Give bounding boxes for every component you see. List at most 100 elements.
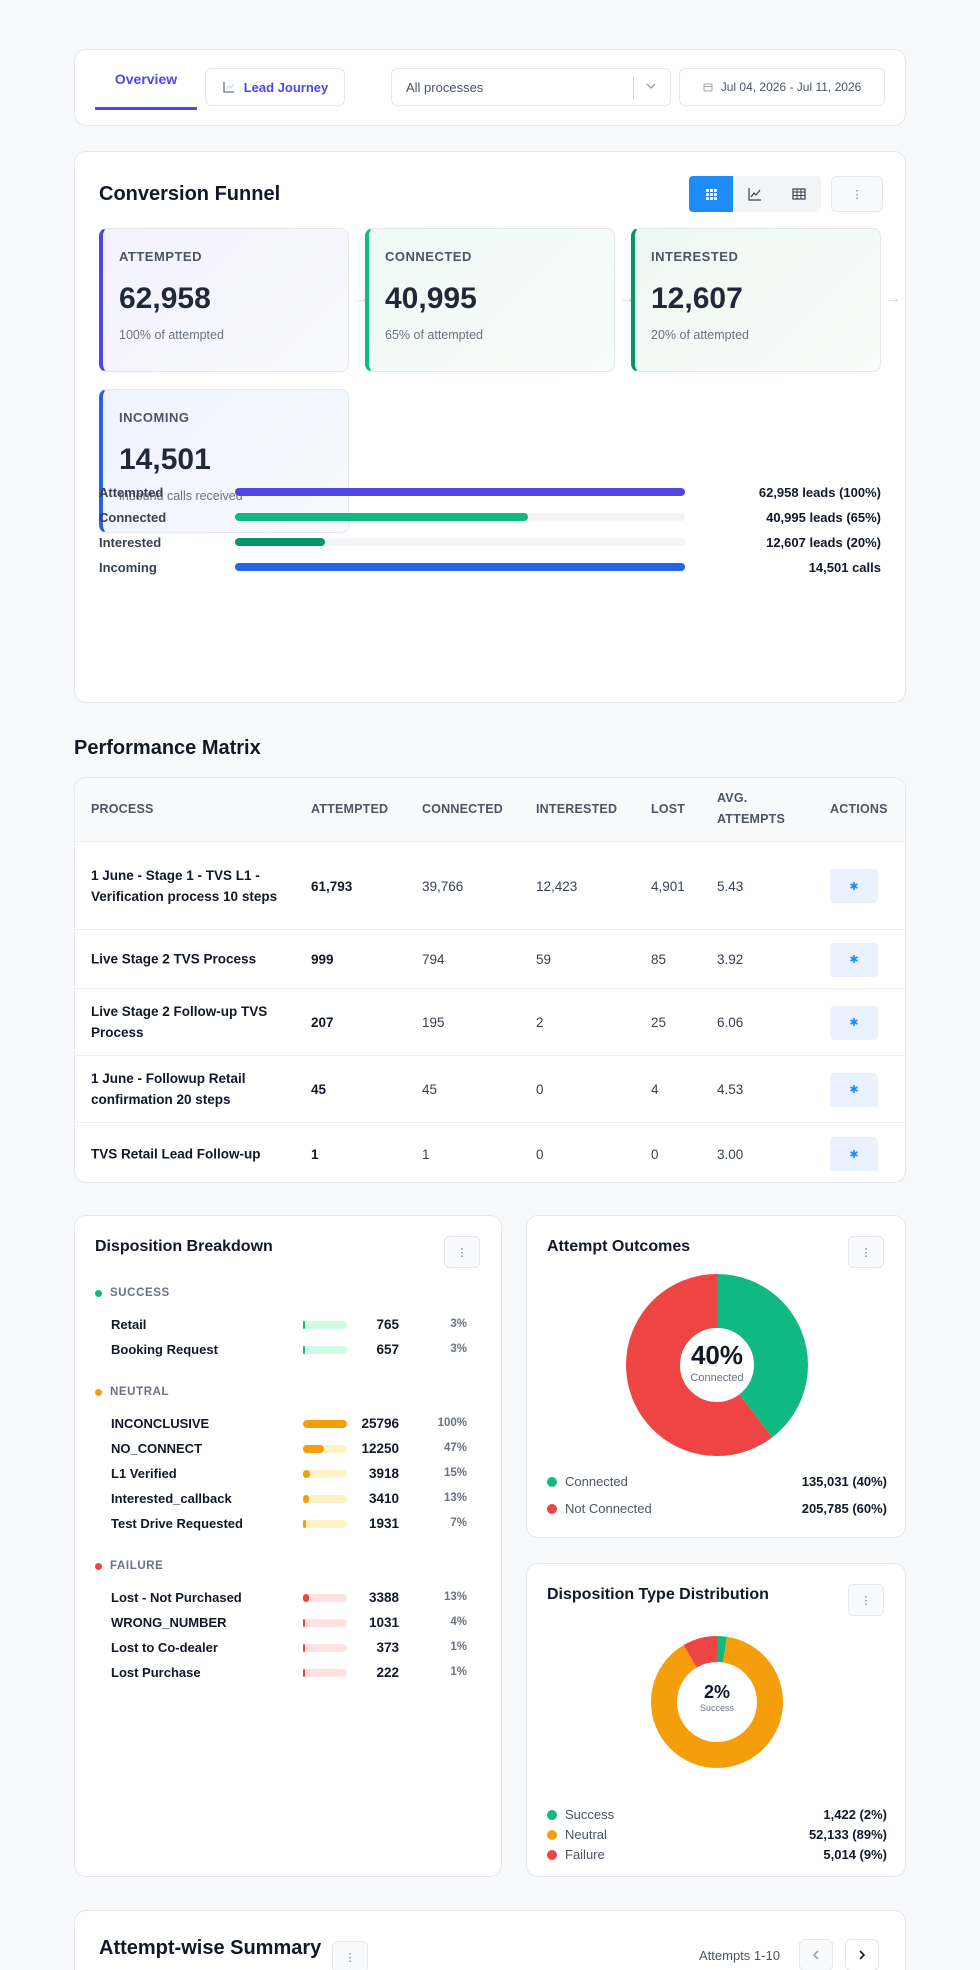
donut-slice-not-connected [626, 1274, 808, 1456]
more-vertical-icon: ⋮ [851, 188, 863, 201]
funnel-bar-label: Interested [99, 535, 162, 550]
sparkle-icon: ✱ [849, 954, 859, 966]
attempt-outcomes-more-button[interactable]: ⋮ [848, 1236, 884, 1268]
legend-swatch [547, 1477, 557, 1487]
disposition-name: L1 Verified [111, 1466, 177, 1481]
disposition-bar-fill [303, 1520, 307, 1528]
table-row: 1 June - Followup Retail confirmation 20… [75, 1055, 905, 1122]
disposition-count: 3410 [368, 1491, 399, 1506]
table-cell: 85 [651, 952, 667, 967]
funnel-title: Conversion Funnel [99, 183, 281, 205]
table-row: 1 June - Stage 1 - TVS L1 - Verification… [75, 841, 905, 929]
row-action-button[interactable]: ✱ [830, 1072, 878, 1107]
table-cell: 25 [651, 1015, 667, 1030]
table-cell: 1 [311, 1146, 319, 1162]
disposition-bar-track [303, 1495, 347, 1503]
funnel-bar-track [235, 538, 685, 546]
legend-value: 5,014 (9%) [823, 1847, 887, 1862]
disposition-percent: 47% [443, 1442, 467, 1454]
table-cell: 1 June - Followup Retail confirmation 20… [91, 1071, 246, 1107]
disposition-percent: 1% [450, 1641, 467, 1653]
funnel-bar-value: 62,958 leads (100%) [758, 485, 881, 500]
prev-page-button[interactable] [799, 1939, 833, 1970]
chevron-left-icon [812, 1950, 819, 1960]
table-cell: 0 [536, 1146, 544, 1162]
legend-item: Failure 5,014 (9%) [547, 1846, 887, 1864]
row-action-button[interactable]: ✱ [830, 869, 878, 903]
disposition-bar-fill [303, 1445, 324, 1453]
stage-value: 12,607 [651, 282, 743, 315]
donut-slice-failure [651, 1636, 783, 1768]
disposition-row: Booking Request 657 3% [111, 1341, 483, 1359]
tab-overview[interactable]: Overview [95, 50, 197, 110]
disposition-row: NO_CONNECT 12250 47% [111, 1440, 483, 1458]
disposition-row: INCONCLUSIVE 25796 100% [111, 1415, 483, 1433]
funnel-bar-row: Connected 40,995 leads (65%) [99, 507, 881, 527]
line-chart-icon [748, 188, 761, 201]
next-page-button[interactable] [845, 1939, 879, 1970]
disposition-bar-fill [303, 1420, 347, 1428]
funnel-bar-row: Interested 12,607 leads (20%) [99, 532, 881, 552]
funnel-bar-value: 40,995 leads (65%) [766, 510, 881, 525]
column-header-avg-attempts: AVG. ATTEMPTS [717, 791, 786, 826]
disposition-row: Retail 765 3% [111, 1316, 483, 1334]
funnel-more-button[interactable]: ⋮ [831, 176, 883, 212]
stage-label: CONNECTED [385, 249, 472, 264]
disposition-type-more-button[interactable]: ⋮ [848, 1584, 884, 1616]
row-action-button[interactable]: ✱ [830, 942, 878, 977]
disposition-name: WRONG_NUMBER [111, 1615, 227, 1630]
disposition-bar-track [303, 1445, 347, 1453]
group-label: SUCCESS [110, 1287, 170, 1299]
column-header-process: PROCESS [91, 802, 154, 816]
disposition-group-header: NEUTRAL [95, 1386, 169, 1398]
legend-item: Success 1,422 (2%) [547, 1806, 887, 1824]
disposition-breakdown-title: Disposition Breakdown [95, 1238, 273, 1255]
attempt-summary-more-button[interactable]: ⋮ [332, 1941, 368, 1970]
attempt-outcomes-title: Attempt Outcomes [547, 1238, 691, 1255]
funnel-bar-track [235, 513, 685, 521]
process-select-value: All processes [406, 79, 484, 95]
disposition-name: NO_CONNECT [111, 1441, 203, 1456]
grid-view-toggle[interactable] [689, 176, 733, 212]
legend-label: Not Connected [565, 1501, 652, 1516]
line-chart-view-toggle[interactable] [733, 176, 777, 212]
table-cell: 3.92 [717, 952, 744, 967]
select-divider [633, 77, 634, 99]
tab-lead-journey[interactable]: Lead Journey [205, 68, 345, 106]
disposition-count: 373 [376, 1640, 399, 1655]
table-cell: Live Stage 2 TVS Process [91, 951, 257, 967]
row-action-button[interactable]: ✱ [830, 1137, 878, 1171]
legend-value: 1,422 (2%) [823, 1807, 887, 1822]
row-action-button[interactable]: ✱ [830, 1005, 878, 1040]
grid-icon [705, 188, 717, 200]
disposition-bar-track [303, 1594, 347, 1602]
funnel-bar-fill [235, 563, 685, 571]
table-cell: TVS Retail Lead Follow-up [91, 1146, 261, 1161]
date-range-picker[interactable]: Jul 04, 2026 - Jul 11, 2026 [679, 68, 885, 106]
disposition-name: Lost Purchase [111, 1665, 201, 1680]
more-vertical-icon: ⋮ [456, 1246, 468, 1259]
disposition-percent: 1% [450, 1666, 467, 1678]
process-select[interactable]: All processes [391, 68, 671, 106]
table-header: PROCESS ATTEMPTED CONNECTED INTERESTED L… [75, 778, 905, 841]
stage-subtext: 100% of attempted [119, 328, 224, 342]
disposition-percent: 13% [443, 1591, 467, 1603]
funnel-bar-label: Connected [99, 510, 167, 525]
disposition-row: WRONG_NUMBER 1031 4% [111, 1614, 483, 1632]
disposition-name: Retail [111, 1317, 147, 1332]
attempt-outcomes-card: Attempt Outcomes ⋮ 40% Connected Connect… [526, 1215, 906, 1538]
disposition-percent: 4% [450, 1616, 467, 1628]
pager-label: Attempts 1-10 [699, 1948, 780, 1963]
disposition-count: 765 [376, 1317, 399, 1332]
donut-center-label: Success [699, 1703, 734, 1713]
disposition-percent: 3% [450, 1343, 467, 1355]
table-cell: 59 [536, 952, 552, 967]
disposition-name: Lost - Not Purchased [111, 1590, 242, 1605]
stage-subtext: 65% of attempted [385, 328, 483, 342]
chevron-down-icon [646, 83, 656, 90]
attempt-summary-card: Attempt-wise Summary ⋮ Attempts 1-10 [74, 1910, 906, 1970]
disposition-more-button[interactable]: ⋮ [444, 1236, 480, 1268]
disposition-bar-track [303, 1321, 347, 1329]
table-view-toggle[interactable] [777, 176, 821, 212]
legend-label: Connected [565, 1474, 628, 1489]
